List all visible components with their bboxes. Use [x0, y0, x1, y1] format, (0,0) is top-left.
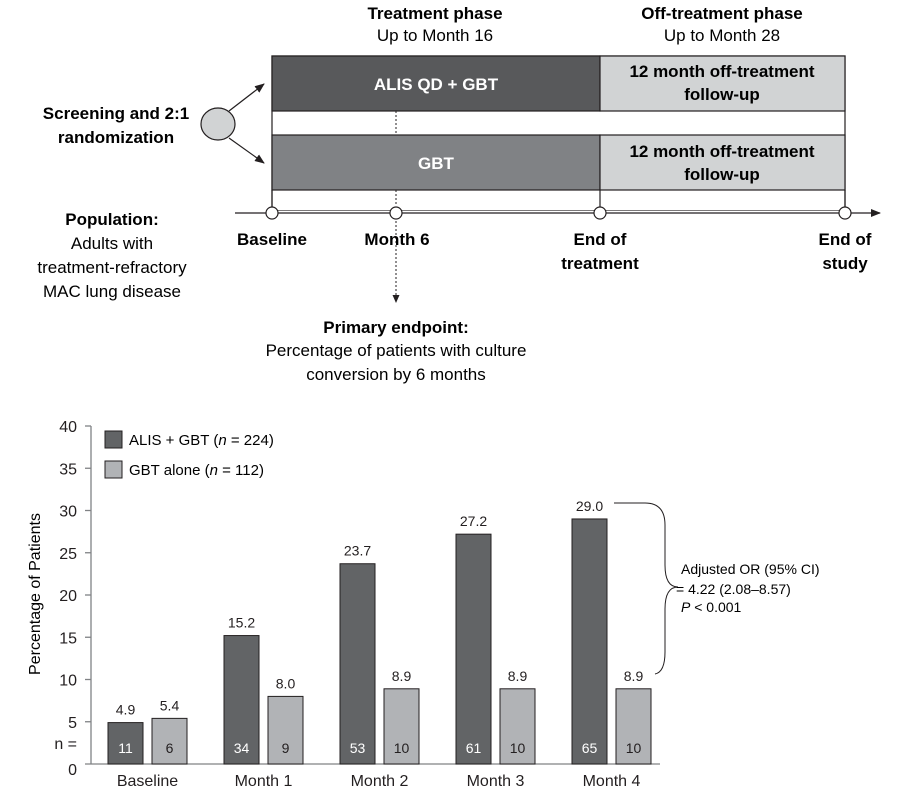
screening-label-line1: Screening and 2:1 [43, 104, 189, 123]
bar-value-label: 4.9 [116, 702, 136, 718]
bar-value-label: 5.4 [160, 697, 180, 713]
bar-gbt-alone [267, 695, 304, 765]
bar-value-label: 27.2 [460, 513, 487, 529]
bar-value-label: 15.2 [228, 615, 255, 631]
y-tick-label: 40 [59, 419, 77, 436]
arm2-treatment-label: GBT [418, 154, 455, 173]
annotation-line2: = 4.22 (2.08–8.57) [676, 581, 791, 597]
population-line3: MAC lung disease [43, 282, 181, 301]
timepoint-end-treatment-label-line2: treatment [561, 254, 639, 273]
bar-n-label: 53 [350, 740, 366, 756]
y-tick-label: 35 [59, 461, 77, 478]
bar-n-label: 10 [394, 740, 410, 756]
y-tick-label: 10 [59, 673, 77, 690]
bar-n-label: 11 [118, 740, 133, 756]
bar-value-label: 8.0 [276, 675, 296, 691]
legend-label-alis-gbt: ALIS + GBT (n = 224) [129, 432, 274, 449]
n-row-label: n = [54, 736, 77, 753]
bar-value-label: 8.9 [508, 668, 528, 684]
primary-endpoint-line1: Percentage of patients with culture [266, 341, 527, 360]
treatment-phase-subtitle: Up to Month 16 [377, 26, 493, 45]
x-tick-label: Month 1 [235, 773, 293, 790]
bar-gbt-alone [151, 717, 188, 765]
bar-alis-gbt [107, 722, 144, 765]
timepoint-end-treatment-label-line1: End of [574, 230, 627, 249]
y-tick-label: 15 [59, 630, 77, 647]
arm1-followup-box [599, 55, 846, 112]
arm1-treatment-label: ALIS QD + GBT [374, 75, 499, 94]
bar-value-label: 8.9 [624, 668, 644, 684]
x-tick-label: Month 3 [467, 773, 525, 790]
primary-endpoint-title: Primary endpoint: [323, 318, 468, 337]
legend-swatch-alis-gbt [104, 430, 123, 449]
annotation-line3: P < 0.001 [681, 599, 742, 615]
bar-value-label: 8.9 [392, 668, 412, 684]
arm1-treatment-box [271, 55, 601, 112]
bar-alis-gbt [223, 635, 260, 765]
bar-value-label: 23.7 [344, 543, 371, 559]
bar-gbt-alone [499, 688, 536, 765]
population-title: Population: [65, 210, 158, 229]
legend-label-gbt-alone: GBT alone (n = 112) [129, 462, 264, 479]
bar-n-label: 65 [582, 740, 598, 756]
bar-alis-gbt [339, 563, 376, 765]
x-tick-label: Month 2 [351, 773, 409, 790]
screening-label-line2: randomization [58, 128, 174, 147]
timepoint-baseline-marker [265, 206, 279, 220]
timepoint-month6-marker [389, 206, 403, 220]
arrow-to-arm1 [228, 83, 265, 112]
arm1-followup-label-line2: follow-up [684, 85, 760, 104]
y-tick-label: 20 [59, 588, 77, 605]
bar-gbt-alone [383, 688, 420, 765]
timepoint-end-study-marker [838, 206, 852, 220]
bar-n-label: 34 [234, 740, 250, 756]
x-tick-label: Baseline [117, 773, 178, 790]
y-tick-label: 30 [59, 504, 77, 521]
y-tick-label: 5 [68, 715, 77, 732]
legend: ALIS + GBT (n = 224) GBT alone (n = 112) [104, 430, 274, 479]
timepoint-month6-label: Month 6 [364, 230, 429, 249]
off-treatment-phase-title: Off-treatment phase [641, 4, 803, 23]
study-design-diagram: Treatment phase Up to Month 16 Off-treat… [37, 4, 881, 384]
bar-n-label: 6 [166, 740, 174, 756]
timepoint-end-treatment-marker [593, 206, 607, 220]
bar-alis-gbt [571, 518, 608, 765]
timepoint-end-study-label-line1: End of [819, 230, 872, 249]
bar-gbt-alone [615, 688, 652, 765]
bar-n-label: 61 [466, 740, 482, 756]
primary-endpoint-line2: conversion by 6 months [306, 365, 486, 384]
bar-alis-gbt [455, 533, 492, 765]
randomization-node [200, 107, 236, 141]
annotation-line1: Adjusted OR (95% CI) [681, 561, 820, 577]
x-tick-label: Month 4 [583, 773, 641, 790]
arm2-followup-label-line1: 12 month off-treatment [629, 142, 814, 161]
annotation-brace [614, 502, 679, 675]
legend-swatch-gbt-alone [104, 460, 123, 479]
arm1-followup-label-line1: 12 month off-treatment [629, 62, 814, 81]
y-tick-label: 0 [68, 762, 77, 779]
timepoint-baseline-label: Baseline [237, 230, 307, 249]
population-line1: Adults with [71, 234, 153, 253]
arm2-followup-label-line2: follow-up [684, 165, 760, 184]
bar-n-label: 9 [282, 740, 290, 756]
population-line2: treatment-refractory [37, 258, 187, 277]
bar-n-label: 10 [510, 740, 526, 756]
off-treatment-phase-subtitle: Up to Month 28 [664, 26, 780, 45]
y-axis-title: Percentage of Patients [27, 513, 44, 675]
arm2-treatment-box [271, 134, 601, 191]
bar-value-label: 29.0 [576, 498, 603, 514]
arm2-followup-box [599, 134, 846, 191]
arrow-to-arm2 [228, 137, 265, 164]
bar-n-label: 10 [626, 740, 642, 756]
y-tick-label: 25 [59, 546, 77, 563]
treatment-phase-title: Treatment phase [367, 4, 502, 23]
timepoint-end-study-label-line2: study [822, 254, 868, 273]
